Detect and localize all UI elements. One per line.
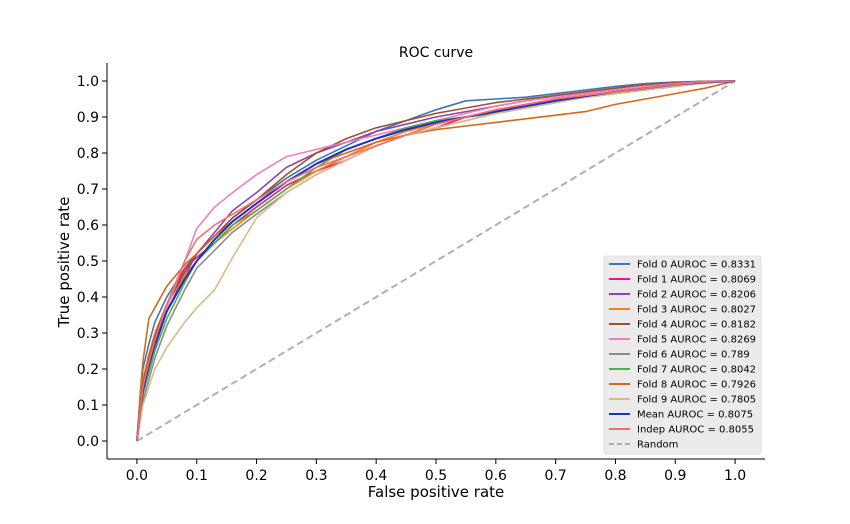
x-tick-label: 0.3 — [305, 468, 327, 484]
y-tick-label: 1.0 — [77, 74, 99, 90]
x-tick-label: 0.7 — [545, 468, 567, 484]
series-line-fold-0-auroc-0-8331 — [136, 80, 736, 442]
legend-label: Mean AUROC = 0.8075 — [637, 410, 753, 421]
y-tick-label: 0.8 — [77, 146, 99, 162]
legend-label: Fold 0 AUROC = 0.8331 — [637, 260, 756, 271]
y-tick-label: 0.7 — [77, 182, 99, 198]
x-axis-title: False positive rate — [368, 483, 505, 501]
legend-label: Fold 8 AUROC = 0.7926 — [637, 380, 756, 391]
x-tick-label: 0.1 — [186, 468, 208, 484]
x-tick-label: 0.2 — [245, 468, 267, 484]
x-tick-label: 0.0 — [126, 468, 148, 484]
x-tick-label: 0.9 — [664, 468, 686, 484]
legend-box — [603, 255, 762, 455]
axes: 0.0 0.1 0.2 0.3 0.4 0.5 0.6 0.7 0.8 0.9 1.0 0.0 0.1 0… — [77, 63, 765, 484]
y-tick-label: 0.4 — [77, 290, 99, 306]
series-line-fold-9-auroc-0-7805 — [136, 80, 736, 442]
x-tick-label: 1.0 — [724, 468, 746, 484]
x-tick-label: 0.4 — [365, 468, 387, 484]
legend-label: Random — [637, 440, 678, 451]
y-tick-label: 0.5 — [77, 254, 99, 270]
series-line-indep-auroc-0-8055 — [136, 80, 736, 442]
series-line-fold-8-auroc-0-7926 — [136, 80, 736, 442]
y-tick-label: 0.2 — [77, 362, 99, 378]
legend-label: Fold 1 AUROC = 0.8069 — [637, 275, 756, 286]
chart-title: ROC curve — [399, 45, 473, 61]
y-tick-label: 0.6 — [77, 218, 99, 234]
legend-label: Fold 3 AUROC = 0.8027 — [637, 305, 756, 316]
series-line-random — [136, 80, 736, 442]
legend-label: Fold 4 AUROC = 0.8182 — [637, 320, 756, 331]
y-tick-label: 0.1 — [77, 398, 99, 414]
y-axis-title: True positive rate — [55, 197, 73, 329]
y-tick-label: 0.9 — [77, 110, 99, 126]
legend: Fold 0 AUROC = 0.8331 Fold 1 AUROC = 0.80… — [603, 255, 762, 455]
x-tick-label: 0.5 — [425, 468, 447, 484]
x-tick-label: 0.8 — [604, 468, 626, 484]
legend-label: Fold 7 AUROC = 0.8042 — [637, 365, 756, 376]
legend-label: Fold 5 AUROC = 0.8269 — [637, 335, 756, 346]
x-tick-label: 0.6 — [485, 468, 507, 484]
plot-area — [135, 80, 736, 442]
y-tick-label: 0.3 — [77, 326, 99, 342]
legend-label: Fold 6 AUROC = 0.789 — [637, 350, 750, 361]
legend-label: Indep AUROC = 0.8055 — [637, 425, 754, 436]
y-tick-label: 0.0 — [77, 434, 99, 450]
legend-label: Fold 9 AUROC = 0.7805 — [637, 395, 756, 406]
legend-label: Fold 2 AUROC = 0.8206 — [637, 290, 756, 301]
